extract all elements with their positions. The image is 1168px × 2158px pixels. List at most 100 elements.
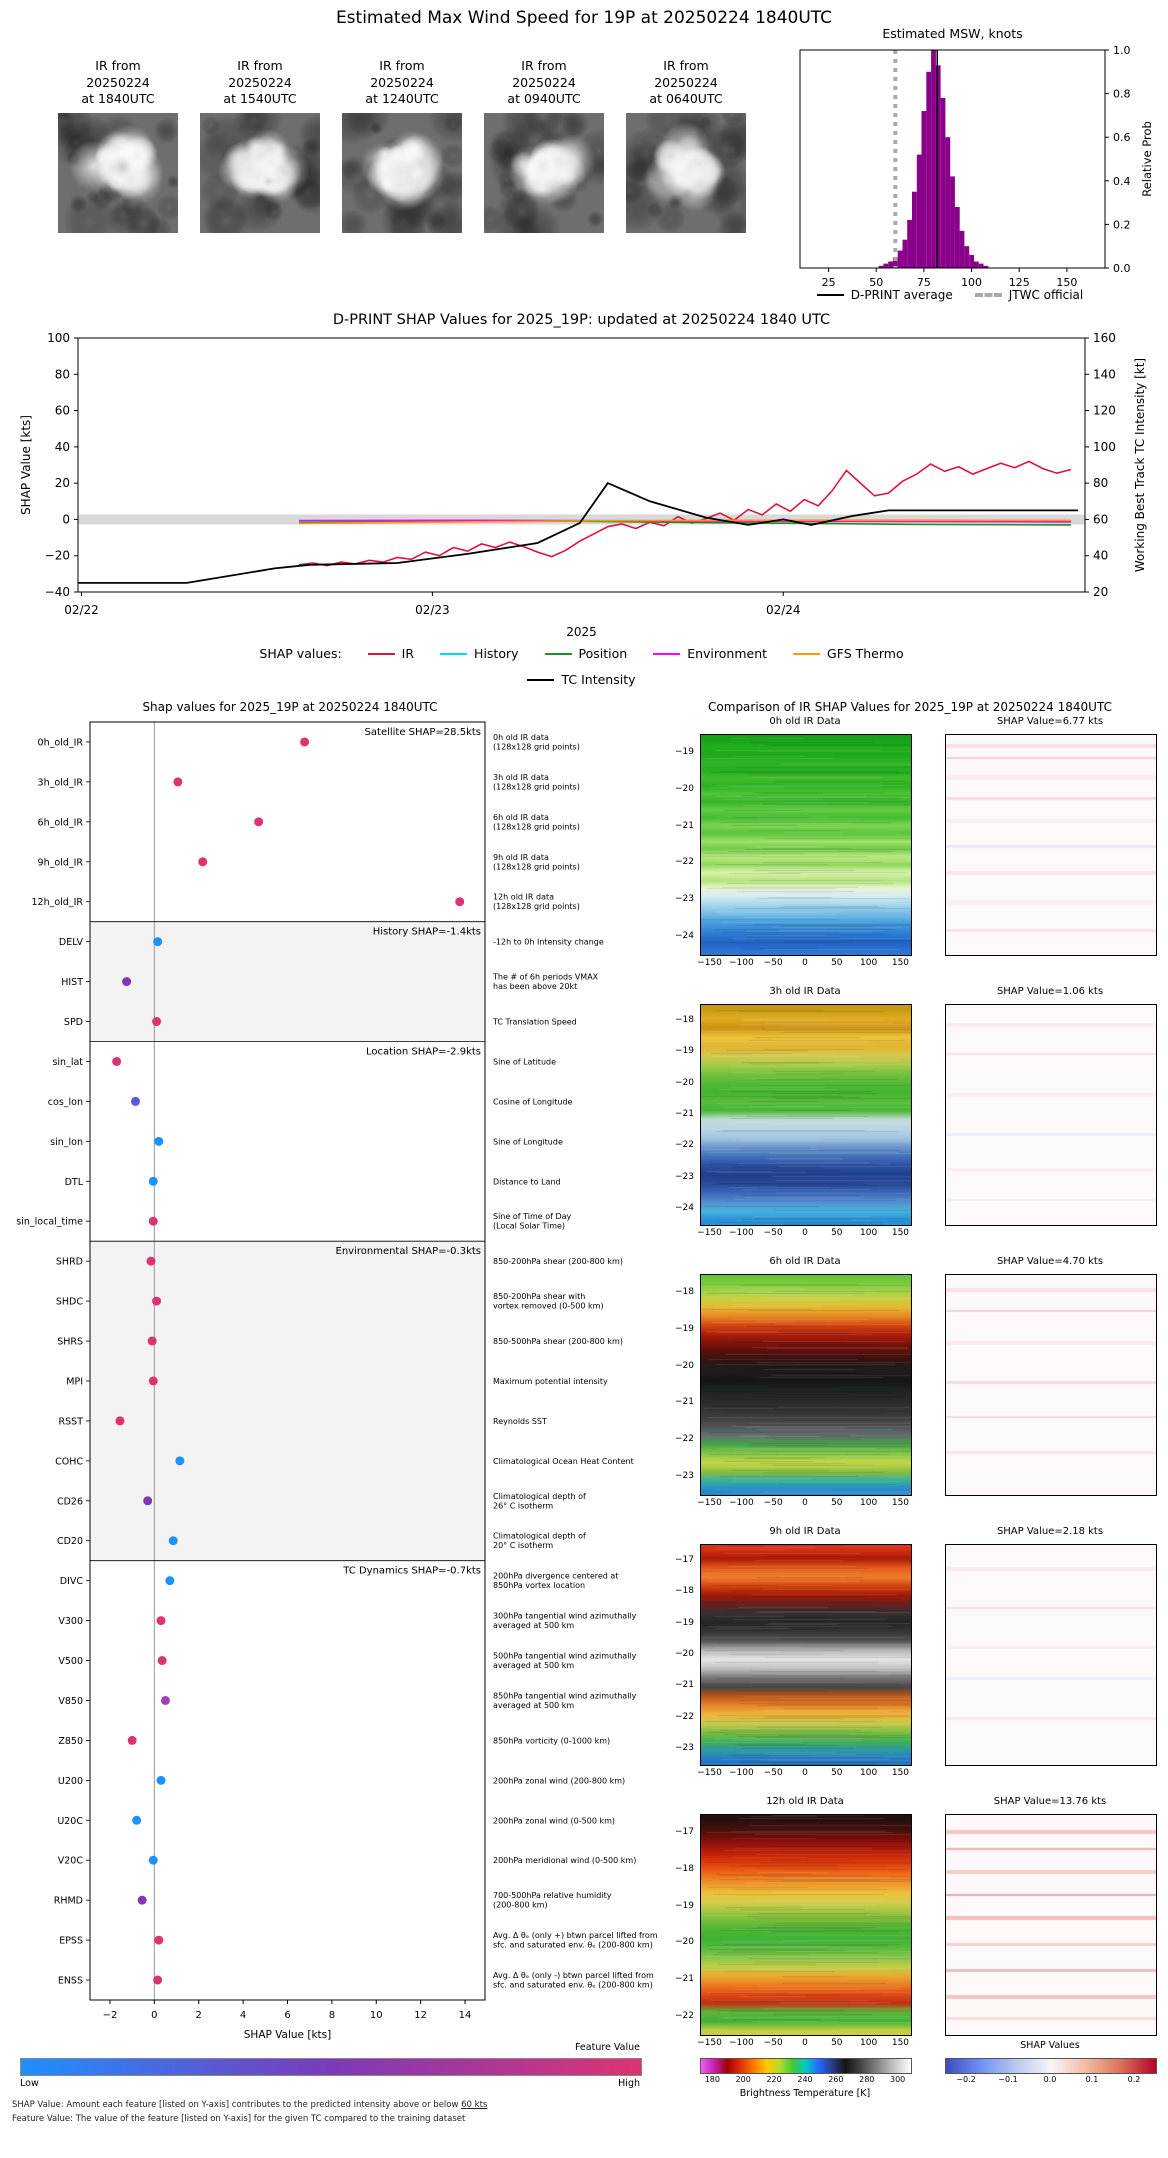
latitude-tick-label: −19 [675,1324,694,1334]
legend-item-tc-intensity: TC Intensity [527,672,636,687]
ir-thumbnail: IR from 20250224 at 1840UTC [58,58,178,233]
legend-label: Environment [687,646,768,661]
ir-data-heatmap [700,1544,912,1766]
shap-colorbar-tick: 0.1 [1085,2075,1099,2084]
bt-colorbar-tick: 240 [797,2075,813,2084]
ir-thumbnail-label: IR from 20250224 at 0940UTC [507,58,581,106]
group-header: Satellite SHAP=28.5kts [365,727,481,738]
footnote-underlined-threshold: 60 kts [461,2100,488,2110]
feature-description: Avg. Δ θₑ (only +) btwn parcel lifted fr… [493,1931,658,1940]
series-gfs-thermo [298,519,1072,525]
x-tick-label: 150 [891,2038,910,2048]
solid-line-swatch [816,294,844,296]
latitude-tick-label: −18 [675,1287,694,1298]
ir-panel-title: 9h old IR Data [769,1526,841,1537]
feature-description: 0h old IR data [493,733,549,742]
feature-description: 850-200hPa shear with [493,1292,585,1301]
feature-label: 9h_old_IR [38,857,84,868]
svg-text:02/23: 02/23 [415,603,450,617]
ir-thumbnail: IR from 20250224 at 1240UTC [342,58,462,233]
ir-data-heatmap [700,734,912,956]
svg-text:02/22: 02/22 [64,603,99,617]
x-tick-label: 50 [831,2038,843,2048]
latitude-tick-label: −18 [675,1014,694,1025]
latitude-tick-label: −21 [675,1974,694,1984]
x-tick-label: 100 [860,958,878,968]
svg-text:40: 40 [55,440,70,454]
ir-thumbnail-label: IR from 20250224 at 0640UTC [649,58,723,106]
legend-label: JTWC official [1008,288,1084,302]
shap-value-heatmap [945,1274,1157,1496]
x-tick-label: 100 [860,2038,878,2048]
feature-label: cos_lon [48,1097,83,1108]
feature-description: averaged at 500 km [493,1701,574,1710]
line-swatch [440,652,468,655]
shap-dot-V300 [156,1616,166,1626]
feature-description: Sine of Longitude [493,1137,563,1146]
shap-value-heatmap [945,1544,1157,1766]
shap-colorbar-tick: 0.0 [1043,2075,1057,2084]
feature-description: 9h old IR data [493,853,549,862]
shap-dot-sin_lat [112,1056,122,1066]
svg-text:120: 120 [1093,404,1116,418]
feature-label: CD20 [57,1536,83,1547]
ir-panel-title: 3h old IR Data [769,986,841,997]
feature-label: EPSS [59,1936,83,1947]
ir-data-heatmap [700,1004,912,1226]
svg-text:0: 0 [151,2010,157,2021]
x-tick-label: 0 [802,1768,808,1778]
shap-dot-cos_lon [130,1096,140,1106]
feature-label: MPI [66,1376,83,1387]
ir-satellite-image [200,112,320,233]
latitude-tick-label: −20 [675,1649,694,1659]
group-header: Environmental SHAP=-0.3kts [336,1246,482,1257]
bt-colorbar-tick: 180 [704,2075,720,2084]
svg-text:125: 125 [1009,276,1030,289]
feature-label: sin_lon [50,1137,83,1148]
page-title: Estimated Max Wind Speed for 19P at 2025… [335,8,833,28]
feature-label: U20C [57,1816,83,1827]
x-tick-label: 0 [802,958,808,968]
timeseries-ylabel-right: Working Best Track TC Intensity [kt] [1133,358,1147,572]
svg-text:0: 0 [62,512,70,526]
feature-label: V300 [58,1616,83,1627]
latitude-tick-label: −18 [675,1864,694,1874]
x-tick-label: −150 [697,2038,722,2048]
svg-text:02/24: 02/24 [766,603,801,617]
shap-dot-SHRD [146,1256,156,1266]
latitude-tick-label: −20 [675,784,694,794]
ir-thumbnail: IR from 20250224 at 1540UTC [200,58,320,233]
latitude-tick-label: −20 [675,1360,694,1371]
feature-description: The # of 6h periods VMAX [492,973,599,982]
x-tick-label: −100 [728,1228,754,1238]
ir-satellite-image [626,112,746,233]
latitude-tick-label: −20 [675,1077,694,1088]
ir-thumbnail-strip: IR from 20250224 at 1840UTC IR from 20250224… [58,58,758,243]
feature-description: has been above 20kt [493,982,577,991]
x-tick-label: −50 [763,958,783,968]
x-tick-label: 50 [831,958,843,968]
feature-label: U200 [58,1776,83,1787]
x-tick-label: 50 [831,1228,843,1238]
feature-description: vortex removed (0-500 km) [493,1302,604,1311]
ir-panel-title: 12h old IR Data [766,1796,844,1807]
latitude-tick-label: −23 [675,1743,694,1754]
shap-dot-ENSS [153,1975,163,1985]
svg-text:8: 8 [329,2010,335,2021]
feature-description: 6h old IR data [493,813,549,822]
shap-dot-DTL [148,1176,158,1186]
feature-description: 850hPa vorticity (0-1000 km) [493,1736,610,1745]
svg-text:60: 60 [1093,512,1108,526]
shap-panel-title: SHAP Value=4.70 kts [996,1256,1104,1267]
latitude-tick-label: −21 [675,1680,694,1691]
colorbar-high-label: High [618,2078,640,2089]
latitude-tick-label: −23 [675,1171,694,1182]
svg-text:100: 100 [1093,440,1116,454]
shap-dot-Z850 [127,1735,137,1745]
x-tick-label: −100 [728,1768,754,1778]
feature-description: Cosine of Longitude [493,1097,573,1106]
timeseries-lines [78,460,1078,584]
x-tick-label: −50 [763,1498,783,1508]
svg-text:0.6: 0.6 [1113,131,1131,144]
feature-label: DIVC [60,1576,84,1587]
